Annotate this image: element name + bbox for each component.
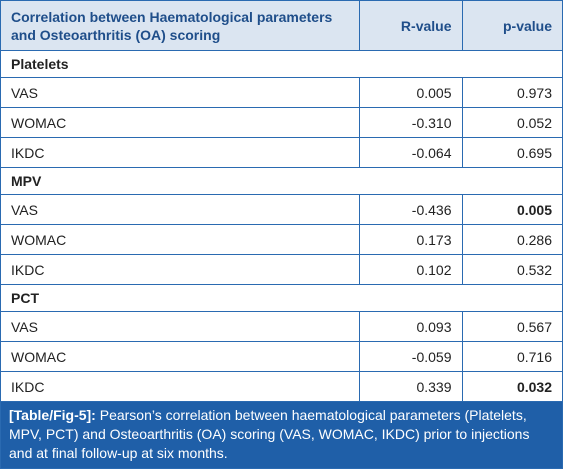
section-row: Platelets [1, 50, 562, 78]
p-value: 0.973 [461, 77, 562, 108]
r-value: -0.064 [358, 137, 463, 168]
header-cell: Correlation between Haematological param… [1, 1, 360, 51]
data-row: IKDC 0.102 0.532 [1, 254, 562, 285]
r-value: 0.102 [358, 254, 463, 285]
caption: [Table/Fig-5]: Pearson’s correlation bet… [1, 402, 562, 468]
data-row: WOMAC -0.310 0.052 [1, 107, 562, 138]
header-row: Correlation between Haematological param… [1, 1, 562, 51]
table-body: Platelets VAS 0.005 0.973 WOMAC -0.310 0.052 IK… [1, 50, 562, 402]
data-row: IKDC 0.339 0.032 [1, 371, 562, 402]
r-value: 0.339 [358, 371, 463, 402]
p-value: 0.532 [461, 254, 562, 285]
p-value: 0.716 [461, 341, 562, 372]
data-row: WOMAC 0.173 0.286 [1, 224, 562, 255]
data-row: VAS 0.005 0.973 [1, 77, 562, 108]
caption-label: [Table/Fig-5]: [9, 407, 96, 423]
data-row: VAS 0.093 0.567 [1, 311, 562, 342]
row-label: WOMAC [1, 107, 360, 138]
section-title: MPV [1, 167, 562, 195]
section-title: Platelets [1, 50, 562, 78]
row-label: VAS [1, 311, 360, 342]
p-value: 0.032 [461, 371, 562, 402]
r-value: -0.436 [358, 194, 463, 225]
r-value: 0.005 [358, 77, 463, 108]
p-value: 0.005 [461, 194, 562, 225]
row-label: WOMAC [1, 224, 360, 255]
r-value: 0.173 [358, 224, 463, 255]
header-cell: p-value [461, 1, 562, 51]
data-row: WOMAC -0.059 0.716 [1, 341, 562, 372]
data-row: IKDC -0.064 0.695 [1, 137, 562, 168]
header-cell: R-value [358, 1, 463, 51]
r-value: -0.059 [358, 341, 463, 372]
section-row: MPV [1, 167, 562, 195]
row-label: VAS [1, 77, 360, 108]
section-title: PCT [1, 284, 562, 312]
table: Correlation between Haematological param… [1, 1, 562, 402]
row-label: WOMAC [1, 341, 360, 372]
row-label: VAS [1, 194, 360, 225]
p-value: 0.567 [461, 311, 562, 342]
r-value: 0.093 [358, 311, 463, 342]
r-value: -0.310 [358, 107, 463, 138]
section-row: PCT [1, 284, 562, 312]
row-label: IKDC [1, 137, 360, 168]
row-label: IKDC [1, 254, 360, 285]
p-value: 0.052 [461, 107, 562, 138]
caption-text: Pearson’s correlation between haematolog… [9, 407, 530, 461]
p-value: 0.695 [461, 137, 562, 168]
data-row: VAS -0.436 0.005 [1, 194, 562, 225]
row-label: IKDC [1, 371, 360, 402]
p-value: 0.286 [461, 224, 562, 255]
